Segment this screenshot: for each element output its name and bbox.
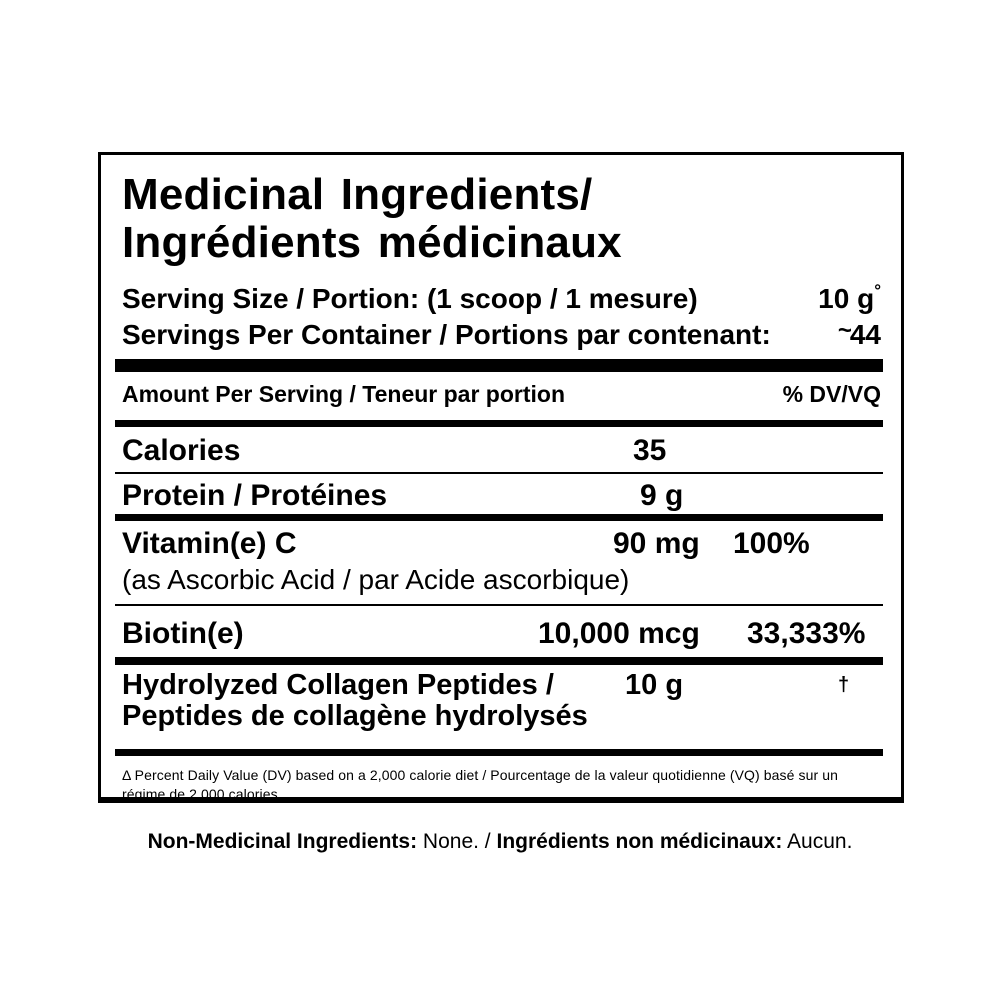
- servings-per-container-value: ~44: [837, 317, 881, 350]
- panel-title-en: Medicinal Ingredients/: [122, 170, 593, 219]
- separator-bar-thick-top: [115, 359, 883, 372]
- nutrient-name: Biotin(e): [122, 617, 244, 650]
- nutrient-name: Vitamin(e) C: [122, 527, 297, 560]
- nutrient-amount: 35: [633, 434, 667, 467]
- footnote-daily-value: Δ Percent Daily Value (DV) based on a 2,…: [122, 767, 839, 802]
- separator-line-thin: [115, 604, 883, 606]
- nutrient-amount: 10,000 mcg: [538, 617, 700, 650]
- panel-title-fr: Ingrédients médicinaux: [122, 218, 622, 267]
- nutrient-name: Protein / Protéines: [122, 479, 388, 512]
- approx-tilde-mark: ~: [837, 317, 852, 344]
- separator-bar-medium: [115, 514, 883, 521]
- non-medicinal-label-fr: Ingrédients non médicinaux:: [496, 830, 783, 853]
- non-medicinal-ingredients-line: Non-Medicinal Ingredients: None. / Ingré…: [0, 828, 1000, 856]
- separator-line-thin: [115, 472, 883, 474]
- nutrient-row-collagen: Hydrolyzed Collagen Peptides / 10 g † Pe…: [115, 670, 883, 732]
- serving-size-value: 10 g°: [818, 281, 881, 314]
- serving-size-label: Serving Size / Portion: (1 scoop / 1 mes…: [122, 283, 698, 314]
- serving-size-footnote-mark: °: [874, 281, 881, 300]
- nutrient-name-line1: Hydrolyzed Collagen Peptides / 10 g †: [122, 669, 850, 701]
- nutrient-name: Calories: [122, 434, 241, 467]
- amount-per-serving-header: Amount Per Serving / Teneur par portion: [122, 381, 566, 407]
- non-medicinal-value-en: None. /: [417, 830, 497, 853]
- nutrient-name-line2: Peptides de collagène hydrolysés: [122, 700, 588, 732]
- non-medicinal-label-en: Non-Medicinal Ingredients:: [147, 830, 418, 853]
- servings-per-container-row: Servings Per Container / Portions par co…: [115, 315, 883, 350]
- nutrient-row-protein: Protein / Protéines 9 g: [115, 477, 883, 514]
- servings-per-container-label: Servings Per Container / Portions par co…: [122, 319, 771, 350]
- separator-bar-medium: [115, 420, 883, 427]
- percent-dv-header: % DV/VQ: [782, 381, 881, 407]
- nutrient-row-calories: Calories 35: [115, 432, 883, 469]
- separator-bar-bottom: [115, 749, 883, 756]
- medicinal-ingredients-panel: Medicinal Ingredients/ Ingrédients médic…: [98, 152, 904, 803]
- nutrient-row-biotin: Biotin(e) 10,000 mcg 33,333%: [115, 615, 883, 652]
- nutrient-dv: 33,333%: [747, 617, 866, 650]
- column-header-row: Amount Per Serving / Teneur par portion …: [115, 380, 883, 409]
- serving-size-row: Serving Size / Portion: (1 scoop / 1 mes…: [115, 275, 883, 314]
- dagger-footnote-mark: †: [838, 674, 850, 696]
- footnotes: Δ Percent Daily Value (DV) based on a 2,…: [115, 766, 883, 802]
- nutrient-amount: 90 mg: [613, 527, 700, 560]
- nutrient-amount: 10 g: [625, 669, 684, 701]
- nutrient-subname-vitamin-c: (as Ascorbic Acid / par Acide ascorbique…: [122, 564, 630, 595]
- non-medicinal-value-fr: Aucun.: [782, 830, 853, 853]
- panel-title: Medicinal Ingredients/ Ingrédients médic…: [115, 171, 883, 267]
- nutrient-row-vitamin-c: Vitamin(e) C 90 mg 100%: [115, 525, 883, 562]
- nutrient-dv: 100%: [733, 527, 810, 560]
- separator-bar-thick: [115, 657, 883, 665]
- nutrient-amount: 9 g: [640, 479, 684, 512]
- panel-content: Medicinal Ingredients/ Ingrédients médic…: [115, 171, 883, 802]
